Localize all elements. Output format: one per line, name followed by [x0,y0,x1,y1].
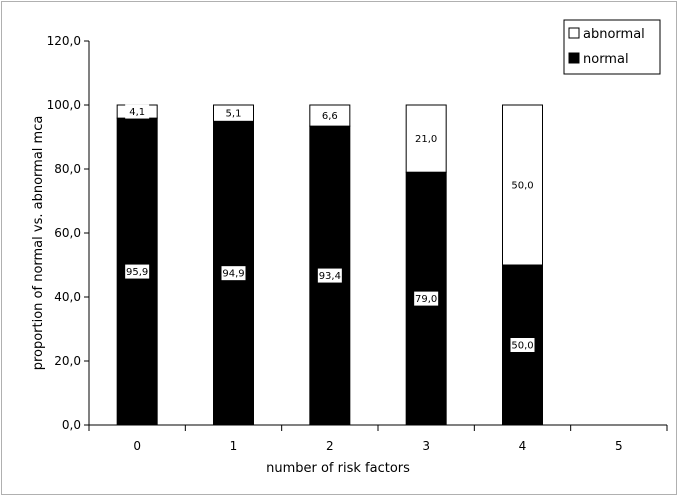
y-tick-label: 100,0 [47,98,81,112]
x-tick-label: 4 [519,439,527,453]
data-label-normal-3: 79,0 [415,294,437,305]
data-label-normal-1: 94,9 [222,269,244,280]
x-axis-title: number of risk factors [266,461,410,476]
data-label-bg [510,178,535,192]
legend-label-abnormal: abnormal [583,27,645,42]
data-label-bg [317,108,342,123]
data-label-abnormal-3: 21,0 [415,134,437,145]
data-label-bg [414,291,439,306]
data-label-normal-2: 93,4 [319,271,341,282]
x-tick-label: 0 [133,439,141,453]
data-label-bg [221,106,246,121]
data-label-bg [125,104,150,119]
data-label-bg [317,268,342,283]
x-axis-ticks: 0 1 2 3 4 5 [88,425,668,453]
data-label-normal-4: 50,0 [511,341,533,352]
legend-label-normal: normal [583,52,629,67]
y-axis-title: proportion of normal vs. abnormal mca [31,116,46,371]
y-tick-label: 20,0 [54,354,81,368]
data-label-bg [221,266,246,281]
y-tick-label: 40,0 [54,290,81,304]
y-tick-label: 60,0 [54,226,81,240]
y-tick-label: 0,0 [62,418,81,432]
y-axis-ticks: 0,0 20,0 40,0 60,0 80,0 100,0 120,0 [47,34,89,432]
bars [116,104,543,426]
legend-swatch-normal [568,52,580,64]
x-tick-label: 5 [615,439,623,453]
data-labels: 95,9 4,1 94,9 5,1 93,4 6,6 79,0 21,0 50,0 50,0 [125,104,535,352]
y-tick-label: 120,0 [47,34,81,48]
legend: abnormal normal [563,19,661,75]
data-label-bg [414,131,439,146]
data-label-abnormal-0: 4,1 [129,107,145,118]
data-label-abnormal-2: 6,6 [322,111,338,122]
x-tick-label: 2 [326,439,334,453]
data-label-normal-0: 95,9 [126,267,148,278]
data-label-bg [510,338,535,352]
legend-box [563,19,661,75]
x-tick-label: 1 [230,439,238,453]
legend-swatch-abnormal [568,27,580,39]
data-label-bg [125,264,150,279]
y-tick-label: 80,0 [54,162,81,176]
data-label-abnormal-4: 50,0 [511,181,533,192]
x-tick-label: 3 [422,439,430,453]
data-label-abnormal-1: 5,1 [226,109,242,120]
